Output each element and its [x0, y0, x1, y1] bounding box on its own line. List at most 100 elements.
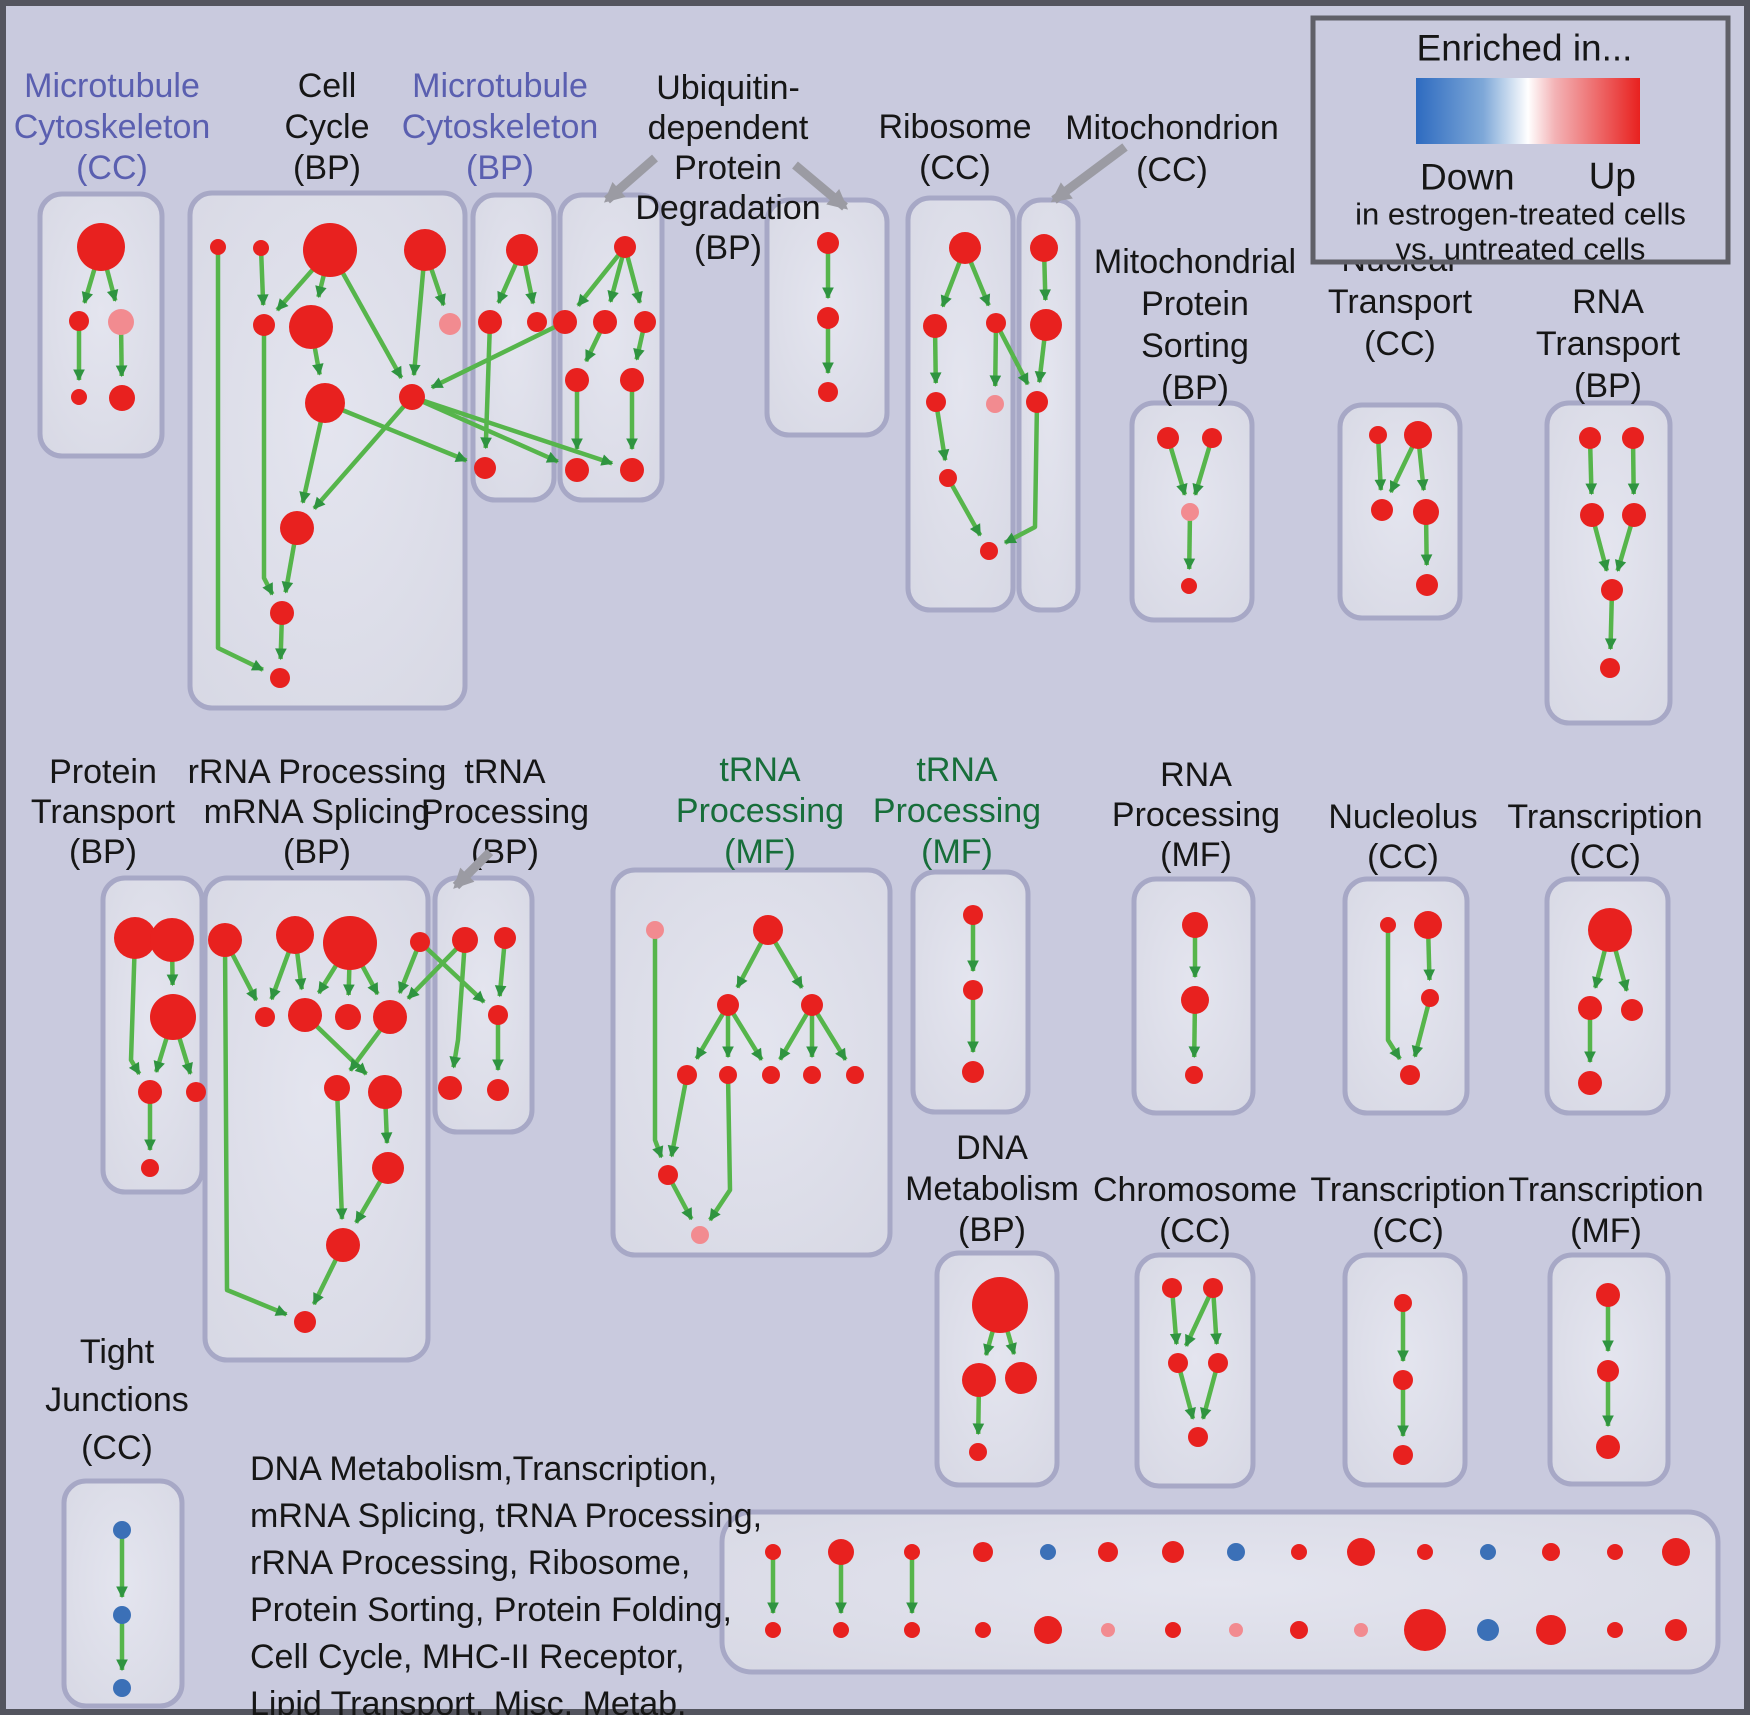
go-term-node-red	[828, 1539, 854, 1565]
go-term-node-red	[620, 368, 644, 392]
go-term-node-red	[926, 392, 946, 412]
cluster-label-mt_bp: (BP)	[466, 149, 534, 187]
cluster-label-trans_cc3: Transcription	[1310, 1171, 1505, 1209]
go-term-node-red	[1601, 579, 1623, 601]
cluster-label-mt_cc: Cytoskeleton	[14, 108, 211, 146]
go-term-node-red	[494, 927, 516, 949]
go-term-node-pink	[1101, 1623, 1115, 1637]
go-term-node-red	[141, 1159, 159, 1177]
cluster-label-dna_metab: Metabolism	[905, 1170, 1079, 1208]
cluster-label-ribosome: Ribosome	[878, 108, 1031, 146]
go-term-node-red	[253, 240, 269, 256]
go-term-node-blue	[1480, 1544, 1496, 1560]
cluster-label-trans_mf: Transcription	[1508, 1171, 1703, 1209]
misc-clusters-text-line: mRNA Splicing, tRNA Processing,	[250, 1497, 762, 1535]
cluster-label-nucleolus: Nucleolus	[1328, 798, 1477, 836]
go-term-node-red	[1162, 1278, 1182, 1298]
go-term-node-red	[975, 1622, 991, 1638]
go-term-node-red	[986, 313, 1006, 333]
go-term-node-red	[1417, 1544, 1433, 1560]
go-term-node-red	[150, 994, 196, 1040]
go-term-node-red	[973, 1542, 993, 1562]
edge-arrow	[128, 937, 142, 1076]
edge-arrow	[334, 1087, 348, 1221]
cluster-label-trna_mf_big: Processing	[676, 792, 844, 830]
go-term-node-red	[1665, 1619, 1687, 1641]
go-term-node-red	[253, 314, 275, 336]
go-term-node-red	[1030, 309, 1062, 341]
cluster-box-trans_cc3	[1342, 1252, 1468, 1488]
go-term-node-red	[1600, 658, 1620, 678]
go-term-node-red	[1291, 1544, 1307, 1560]
go-term-node-pink	[986, 395, 1004, 413]
legend-caption-line1: in estrogen-treated cells	[1355, 197, 1686, 232]
cluster-label-mt_cc: (CC)	[76, 149, 148, 187]
go-term-node-red	[294, 1311, 316, 1333]
go-term-node-red	[138, 1080, 162, 1104]
go-term-node-red	[1421, 989, 1439, 1007]
edge-arrow	[215, 247, 264, 672]
cluster-label-mito_sort: Mitochondrial	[1094, 243, 1296, 281]
go-term-node-blue	[113, 1606, 131, 1624]
edge-arrow	[994, 321, 1030, 386]
cluster-label-rrna: (BP)	[283, 833, 351, 871]
edge-arrow	[256, 247, 269, 307]
go-term-node-red	[69, 311, 89, 331]
go-term-node-blue	[1040, 1544, 1056, 1560]
go-term-node-red	[1026, 391, 1048, 413]
cluster-label-mt_bp: Cytoskeleton	[402, 108, 599, 146]
cluster-label-prot_trans: Transport	[31, 793, 176, 831]
go-term-node-red	[77, 223, 125, 271]
labels-layer: MicrotubuleCytoskeleton(CC)CellCycle(BP)…	[14, 67, 1704, 1715]
misc-clusters-text-line: Protein Sorting, Protein Folding,	[250, 1591, 732, 1629]
edge-arrow	[411, 394, 614, 466]
legend-title: Enriched in...	[1417, 28, 1633, 69]
go-term-node-red	[276, 916, 314, 954]
go-term-node-red	[399, 384, 425, 410]
go-term-node-red	[1662, 1538, 1690, 1566]
edge-arrow	[667, 1074, 690, 1158]
go-term-node-red	[833, 1622, 849, 1638]
cluster-label-rrna: mRNA Splicing	[204, 793, 431, 831]
go-term-node-red	[255, 1007, 275, 1027]
go-term-node-red	[1607, 1544, 1623, 1560]
go-term-node-red	[1380, 917, 1396, 933]
legend-caption-line2: vs. untreated cells	[1396, 232, 1646, 267]
go-term-node-blue	[1227, 1543, 1245, 1561]
edge-arrow	[946, 476, 983, 537]
go-term-node-red	[762, 1066, 780, 1084]
cluster-label-rna_proc: Processing	[1112, 796, 1280, 834]
edge-arrow	[324, 400, 468, 463]
go-term-node-red	[1578, 1071, 1602, 1095]
go-term-node-red	[506, 234, 538, 266]
go-term-node-red	[114, 917, 156, 959]
go-term-node-red	[210, 239, 226, 255]
go-term-node-red	[1182, 912, 1208, 938]
cluster-label-rna_proc: (MF)	[1160, 836, 1232, 874]
go-term-node-red	[1621, 999, 1643, 1021]
go-term-node-red	[980, 542, 998, 560]
go-term-node-red	[1168, 1353, 1188, 1373]
go-term-node-red	[270, 668, 290, 688]
go-term-node-pink	[1229, 1623, 1243, 1637]
cluster-label-mito: (CC)	[1136, 151, 1208, 189]
edge-arrow	[708, 1074, 733, 1222]
cluster-label-rna_trans: Transport	[1536, 325, 1681, 363]
label-pointer-arrow	[792, 161, 849, 211]
cluster-label-trans_cc2: (CC)	[1569, 838, 1641, 876]
cluster-label-trna_mf_small: tRNA	[916, 751, 998, 789]
go-term-node-red	[765, 1544, 781, 1560]
go-term-node-red	[1393, 1445, 1413, 1465]
go-term-node-red	[939, 469, 957, 487]
misc-clusters-text-line: rRNA Processing, Ribosome,	[250, 1544, 690, 1582]
go-term-node-red	[817, 307, 839, 329]
cluster-label-trna_mf_big: tRNA	[719, 751, 801, 789]
go-term-node-red	[487, 1079, 509, 1101]
cluster-label-tight_junc: Tight	[80, 1333, 155, 1371]
go-term-node-red	[904, 1622, 920, 1638]
edge-arrow	[576, 245, 627, 308]
cluster-box-ubiq	[557, 192, 665, 503]
